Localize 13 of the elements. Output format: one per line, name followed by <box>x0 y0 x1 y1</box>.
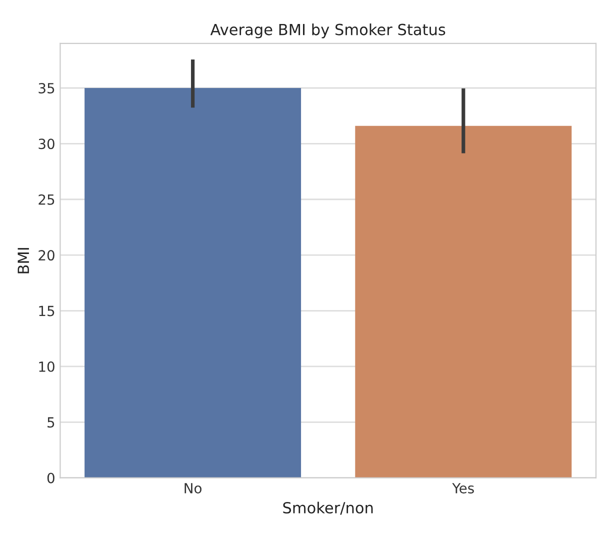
x-tick-label: Yes <box>452 483 474 494</box>
chart-title: Average BMI by Smoker Status <box>210 24 446 38</box>
x-axis-title: Smoker/non <box>283 502 373 515</box>
y-tick-label: 0 <box>47 472 54 484</box>
y-tick-label: 25 <box>38 194 54 205</box>
y-tick-label: 15 <box>39 306 54 316</box>
y-tick-label: 20 <box>38 250 54 261</box>
y-tick-label: 30 <box>38 138 54 150</box>
y-axis-title: BMI <box>18 248 29 274</box>
x-tick-label: No <box>184 483 202 494</box>
y-tick-label: 5 <box>48 417 54 428</box>
y-tick-label: 35 <box>38 82 54 94</box>
y-tick-label: 10 <box>39 361 54 372</box>
